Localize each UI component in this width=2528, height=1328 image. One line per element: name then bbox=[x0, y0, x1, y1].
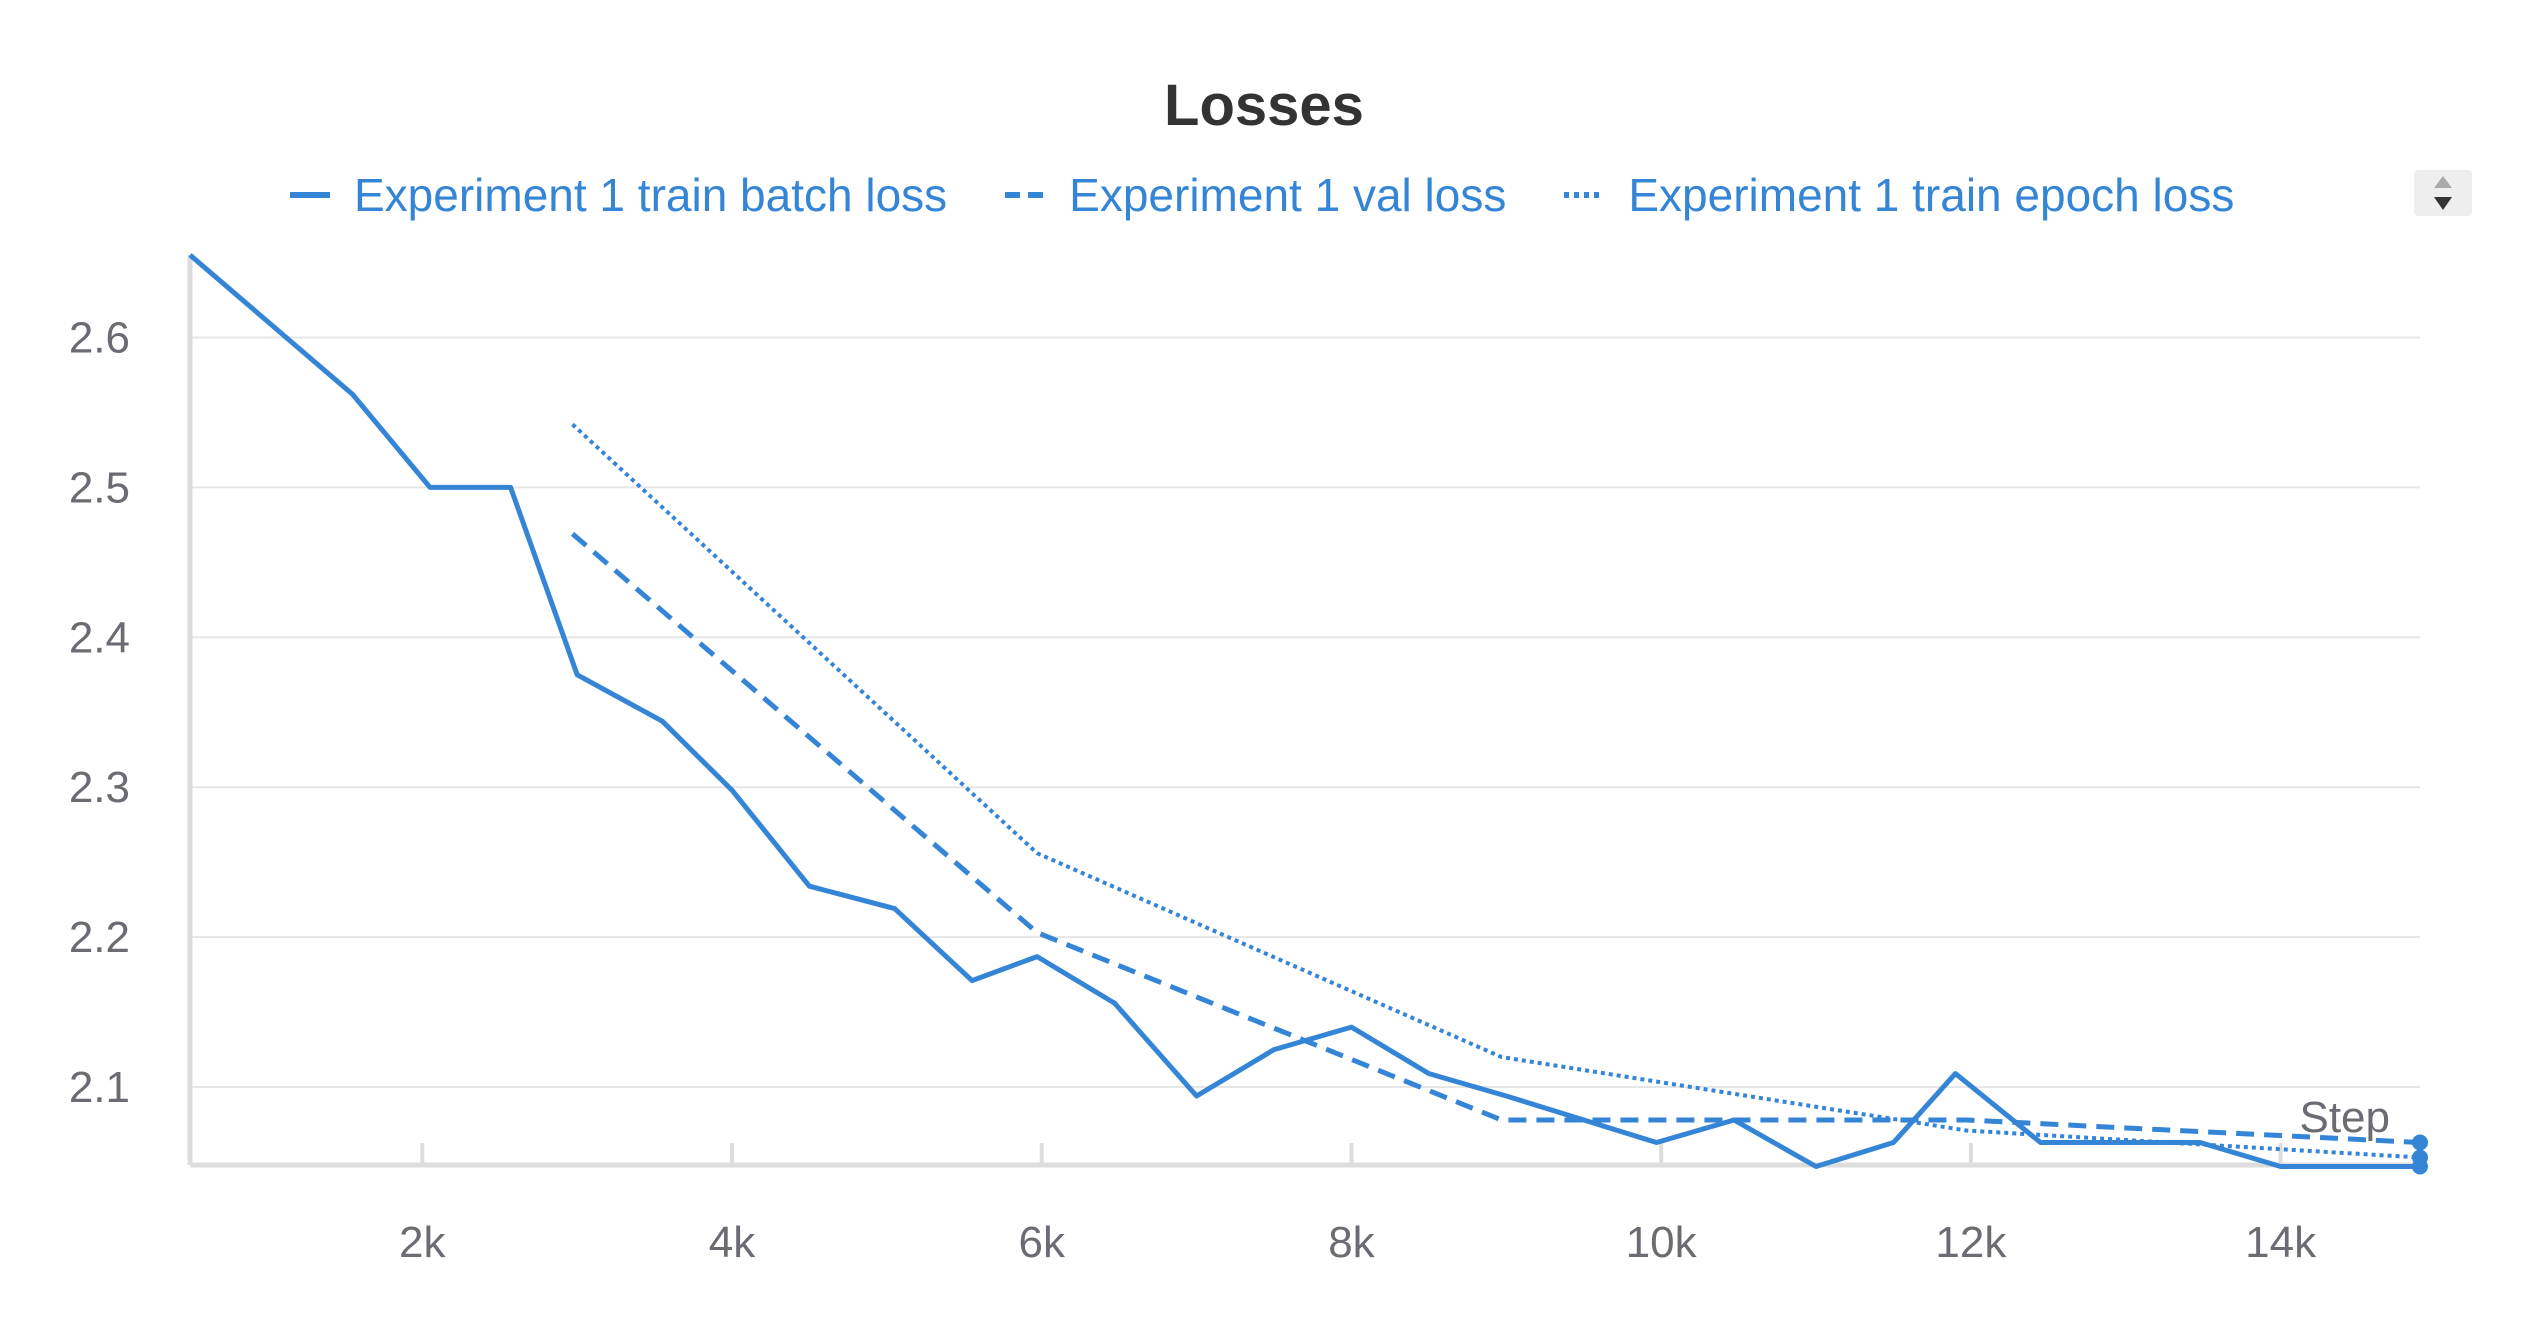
legend-scroll-control[interactable] bbox=[2414, 170, 2472, 216]
legend-label: Experiment 1 train epoch loss bbox=[1628, 169, 2235, 221]
dotted-line-swatch-icon bbox=[1564, 192, 1605, 198]
legend-item-val-loss[interactable]: Experiment 1 val loss bbox=[1005, 168, 1506, 222]
x-axis-label: Step bbox=[2299, 1093, 2390, 1142]
x-tick-label: 10k bbox=[1626, 1218, 1698, 1267]
y-tick-label: 2.3 bbox=[69, 763, 130, 812]
up-down-arrows-icon bbox=[2434, 176, 2452, 210]
x-tick-label: 2k bbox=[399, 1218, 446, 1267]
series-line-1 bbox=[570, 531, 2421, 1145]
y-tick-label: 2.1 bbox=[69, 1063, 130, 1112]
y-tick-label: 2.4 bbox=[69, 613, 130, 662]
y-tick-label: 2.2 bbox=[69, 913, 130, 962]
x-tick-label: 4k bbox=[709, 1218, 756, 1267]
y-tick-label: 2.5 bbox=[69, 463, 130, 512]
legend-item-train-batch-loss[interactable]: Experiment 1 train batch loss bbox=[290, 168, 947, 222]
series-line-0 bbox=[188, 253, 2420, 1169]
series-line-2 bbox=[571, 422, 2421, 1160]
legend-label: Experiment 1 train batch loss bbox=[354, 169, 948, 221]
legend-item-train-epoch-loss[interactable]: Experiment 1 train epoch loss bbox=[1564, 168, 2234, 222]
x-tick-label: 8k bbox=[1328, 1218, 1375, 1267]
y-tick-label: 2.6 bbox=[69, 313, 130, 362]
solid-line-swatch-icon bbox=[290, 192, 330, 198]
series-end-point-2 bbox=[2412, 1149, 2428, 1166]
legend-label: Experiment 1 val loss bbox=[1069, 169, 1507, 221]
x-tick-label: 14k bbox=[2245, 1218, 2317, 1267]
chart-title: Losses bbox=[1164, 73, 1364, 138]
dashed-line-swatch-icon bbox=[1005, 192, 1046, 198]
x-tick-label: 12k bbox=[1935, 1218, 2007, 1267]
legend: Experiment 1 train batch loss Experiment… bbox=[290, 160, 2234, 230]
x-tick-label: 6k bbox=[1018, 1218, 1065, 1267]
series-end-point-1 bbox=[2412, 1134, 2428, 1151]
